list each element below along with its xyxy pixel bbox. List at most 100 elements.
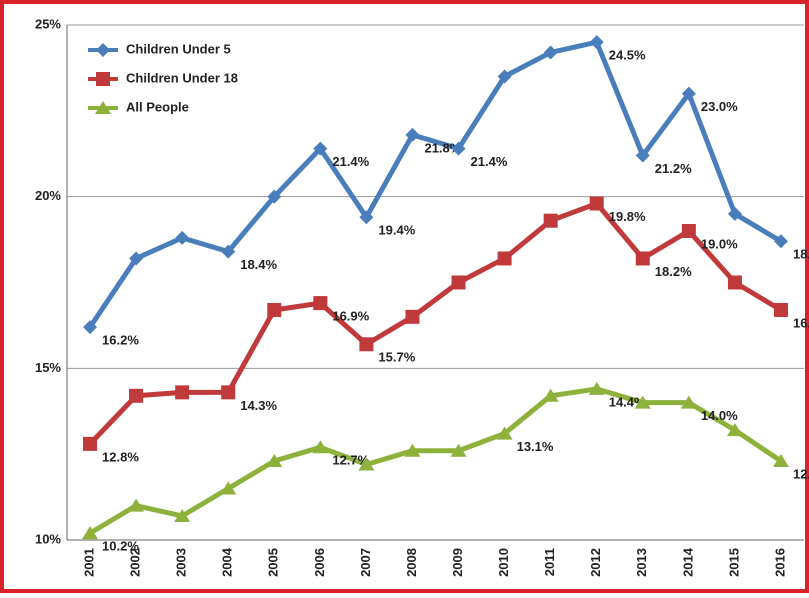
data-label: 21.8%	[424, 140, 461, 155]
x-tick-label: 2012	[588, 548, 603, 577]
legend-label: Children Under 18	[126, 70, 238, 85]
y-tick-label: 10%	[35, 531, 61, 546]
legend-marker	[96, 43, 110, 57]
point-marker	[313, 141, 328, 156]
x-tick-label: 2008	[404, 548, 419, 577]
point-marker	[266, 454, 283, 468]
point-marker	[588, 381, 605, 395]
data-label: 12.7%	[332, 453, 369, 468]
data-label: 21.4%	[332, 154, 369, 169]
data-label: 14.0%	[701, 408, 738, 423]
point-marker	[129, 251, 144, 266]
x-tick-label: 2015	[726, 548, 741, 577]
data-label: 13.1%	[517, 439, 554, 454]
point-marker	[497, 251, 512, 266]
point-marker	[313, 296, 328, 311]
data-label: 16.2%	[102, 333, 139, 348]
legend-marker	[96, 72, 110, 86]
point-marker	[635, 148, 650, 163]
data-label: 19.4%	[378, 223, 415, 238]
point-marker	[175, 385, 190, 400]
y-tick-label: 25%	[35, 16, 61, 31]
legend-marker	[95, 101, 111, 114]
point-marker	[726, 423, 743, 437]
point-marker	[496, 426, 513, 440]
point-marker	[589, 196, 604, 211]
data-label: 19.8%	[609, 209, 646, 224]
y-tick-label: 15%	[35, 360, 61, 375]
point-marker	[542, 388, 559, 402]
point-marker	[497, 69, 512, 84]
x-tick-label: 2005	[266, 548, 281, 577]
y-tick-label: 20%	[35, 188, 61, 203]
point-marker	[359, 210, 374, 225]
point-marker	[727, 275, 742, 290]
x-tick-label: 2002	[128, 548, 143, 577]
data-label: 24.5%	[609, 48, 646, 63]
point-marker	[543, 45, 558, 60]
legend-label: Children Under 5	[126, 41, 231, 56]
point-marker	[451, 275, 466, 290]
data-label: 18.2%	[655, 264, 692, 279]
point-marker	[221, 244, 236, 259]
point-marker	[174, 508, 191, 522]
data-label: 19.0%	[701, 236, 738, 251]
x-tick-label: 2011	[542, 548, 557, 576]
series-line	[88, 201, 783, 446]
data-label: 10.2%	[102, 539, 139, 554]
data-label: 16.7%	[793, 315, 809, 330]
point-marker	[772, 454, 789, 468]
point-marker	[681, 86, 696, 101]
data-label: 15.7%	[378, 350, 415, 365]
x-tick-label: 2003	[174, 548, 189, 577]
x-tick-label: 2007	[358, 548, 373, 577]
point-marker	[359, 337, 374, 352]
point-marker	[267, 189, 282, 204]
point-marker	[82, 526, 99, 540]
point-marker	[773, 302, 788, 317]
x-tick-label: 2004	[220, 547, 235, 577]
point-marker	[634, 395, 651, 409]
data-label: 21.2%	[655, 161, 692, 176]
x-tick-label: 2016	[772, 548, 787, 577]
point-marker	[543, 213, 558, 228]
data-label: 12.3%	[793, 466, 809, 481]
x-tick-label: 2014	[680, 547, 695, 577]
point-marker	[358, 457, 375, 471]
point-marker	[221, 385, 236, 400]
point-marker	[175, 230, 190, 245]
point-marker	[220, 481, 237, 495]
x-tick-label: 2006	[312, 548, 327, 577]
point-marker	[128, 498, 145, 512]
series-line	[87, 39, 783, 329]
point-marker	[727, 206, 742, 221]
point-marker	[450, 443, 467, 457]
point-marker	[129, 388, 144, 403]
point-marker	[83, 320, 98, 335]
point-marker	[312, 440, 329, 454]
data-label: 14.3%	[240, 398, 277, 413]
point-marker	[451, 141, 466, 156]
point-marker	[405, 309, 420, 324]
point-marker	[589, 35, 604, 50]
point-marker	[83, 436, 98, 451]
data-label: 18.7%	[793, 247, 809, 262]
series-line	[88, 386, 783, 536]
point-marker	[773, 234, 788, 249]
data-label: 18.4%	[240, 257, 277, 272]
point-marker	[404, 443, 421, 457]
data-label: 23.0%	[701, 99, 738, 114]
point-marker	[681, 224, 696, 238]
data-label: 12.8%	[102, 449, 139, 464]
x-tick-label: 2013	[634, 548, 649, 577]
point-marker	[267, 302, 282, 317]
point-marker	[635, 251, 650, 266]
legend-label: All People	[126, 99, 189, 114]
data-label: 21.4%	[471, 154, 508, 169]
x-tick-label: 2001	[81, 548, 96, 577]
x-tick-label: 2010	[496, 548, 511, 577]
point-marker	[405, 127, 420, 142]
